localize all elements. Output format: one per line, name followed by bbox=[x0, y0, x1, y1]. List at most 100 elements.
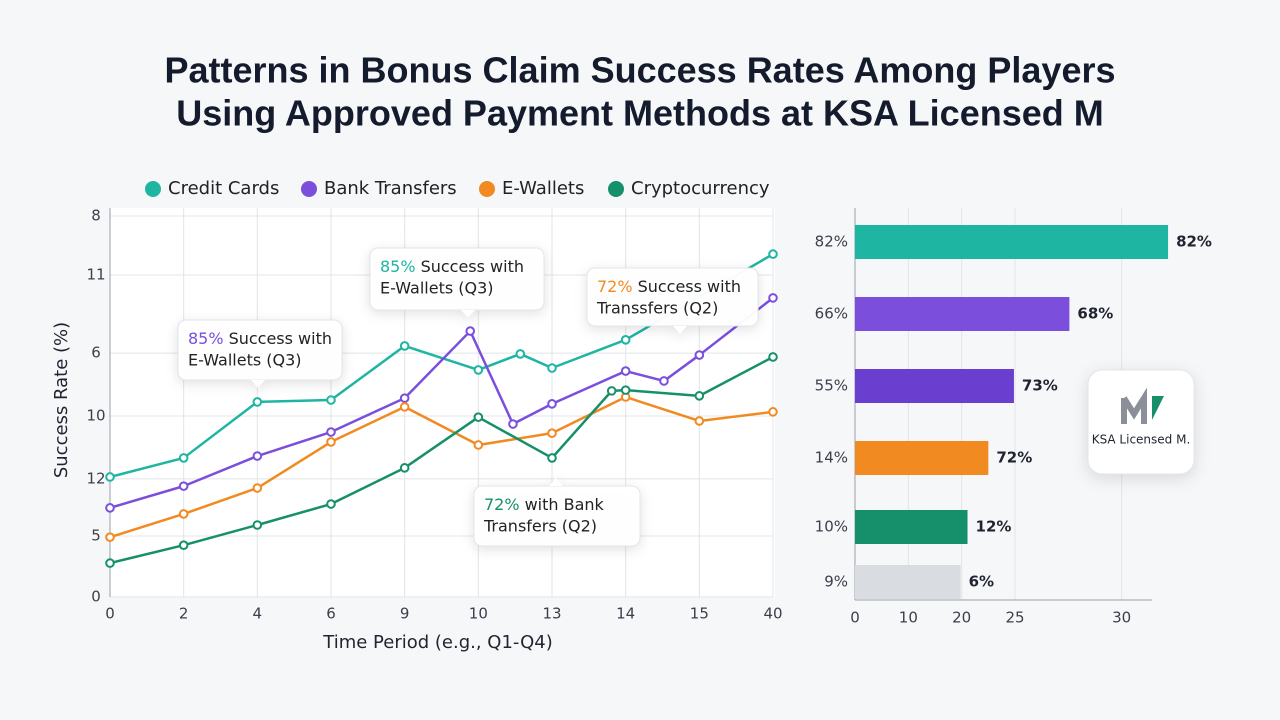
title-line: Using Approved Payment Methods at KSA Li… bbox=[176, 93, 1103, 134]
x-tick-label: 4 bbox=[253, 605, 263, 623]
data-point bbox=[547, 453, 557, 463]
data-point bbox=[178, 453, 189, 463]
bar-end-label: 6% bbox=[969, 573, 994, 591]
bar-end-label: 82% bbox=[1176, 233, 1212, 251]
annotation: 72% with Bank Transfers (Q2) bbox=[473, 478, 641, 547]
x-tick-label: 25 bbox=[1005, 609, 1024, 627]
annotation-line: Success with bbox=[638, 277, 741, 296]
x-tick-label: 13 bbox=[542, 605, 561, 623]
annotation-highlight: 85% bbox=[188, 329, 224, 348]
series-line bbox=[109, 253, 774, 479]
legend-marker bbox=[479, 181, 495, 197]
annotation-highlight: 72% bbox=[597, 277, 633, 296]
series-line bbox=[109, 296, 774, 510]
legend-label: E-Wallets bbox=[502, 178, 584, 199]
badge-text: KSA Licensed M. bbox=[1092, 433, 1191, 447]
annotation: 85% Success with E-Wallets (Q3) bbox=[177, 319, 343, 388]
bar bbox=[855, 510, 968, 544]
data-point bbox=[620, 366, 631, 376]
series-line bbox=[109, 395, 774, 539]
data-point bbox=[659, 376, 669, 386]
data-point bbox=[768, 293, 778, 303]
data-point bbox=[547, 399, 557, 409]
legend-label: Cryptocurrency bbox=[631, 178, 770, 199]
y-tick-label: 6 bbox=[91, 344, 101, 362]
annotation-line: E-Wallets (Q3) bbox=[188, 351, 302, 370]
y-tick-label: 10% bbox=[815, 518, 848, 536]
bar bbox=[855, 369, 1014, 403]
data-point bbox=[399, 463, 410, 473]
data-point bbox=[694, 416, 705, 426]
annotation-pointer bbox=[461, 310, 475, 318]
y-tick-label: 10 bbox=[86, 407, 105, 425]
y-tick-label: 66% bbox=[815, 305, 848, 323]
data-point bbox=[515, 349, 526, 359]
x-tick-label: 0 bbox=[105, 605, 115, 623]
data-point bbox=[473, 440, 484, 450]
data-point bbox=[694, 391, 705, 401]
data-point bbox=[399, 341, 410, 351]
data-point bbox=[768, 352, 778, 362]
y-tick-label: 82% bbox=[815, 233, 848, 251]
x-tick-label: 14 bbox=[616, 605, 635, 623]
annotation-highlight: 85% bbox=[380, 257, 416, 276]
data-point bbox=[105, 558, 115, 568]
legend-label: Credit Cards bbox=[168, 178, 279, 199]
data-point bbox=[178, 509, 189, 519]
data-point bbox=[326, 437, 336, 447]
annotation-line: with Bank bbox=[525, 495, 605, 514]
badge-logo-accent bbox=[1152, 396, 1164, 420]
y-tick-label: 55% bbox=[815, 377, 848, 395]
bar bbox=[855, 441, 989, 475]
legend-marker bbox=[608, 181, 624, 197]
legend-label: Bank Transfers bbox=[324, 178, 457, 199]
data-point bbox=[606, 386, 617, 396]
annotation-line: E-Wallets (Q3) bbox=[380, 279, 494, 298]
annotation-text: 72% with Bank bbox=[484, 495, 605, 514]
data-point bbox=[399, 402, 410, 412]
annotation-pointer bbox=[673, 326, 687, 334]
data-point bbox=[547, 363, 557, 373]
annotation-pointer bbox=[549, 478, 563, 486]
data-point bbox=[620, 385, 631, 395]
data-point bbox=[105, 472, 115, 482]
data-point bbox=[326, 499, 336, 509]
data-point bbox=[178, 540, 189, 550]
x-tick-label: 40 bbox=[763, 605, 782, 623]
data-point bbox=[252, 483, 263, 493]
bar-end-label: 73% bbox=[1022, 377, 1058, 395]
annotation-line: Success with bbox=[229, 329, 332, 348]
annotation-highlight: 72% bbox=[484, 495, 520, 514]
bar bbox=[855, 225, 1169, 259]
bar-end-label: 68% bbox=[1077, 305, 1113, 323]
badge-logo bbox=[1121, 387, 1147, 424]
data-point bbox=[547, 428, 557, 438]
legend-marker bbox=[301, 181, 317, 197]
annotation-line: Success with bbox=[421, 257, 524, 276]
data-point bbox=[252, 520, 263, 530]
x-tick-label: 0 bbox=[850, 609, 860, 627]
annotation-line: Transsfers (Q2) bbox=[596, 299, 718, 318]
bar-end-label: 12% bbox=[976, 518, 1012, 536]
annotation-box bbox=[586, 267, 759, 327]
x-tick-label: 10 bbox=[899, 609, 918, 627]
annotation: 85% Success with E-Wallets (Q3) bbox=[369, 247, 545, 318]
data-point bbox=[465, 326, 476, 336]
x-tick-label: 10 bbox=[469, 605, 488, 623]
annotation-text: 72% Success with bbox=[597, 277, 741, 296]
title-line: Patterns in Bonus Claim Success Rates Am… bbox=[165, 50, 1116, 91]
data-point bbox=[178, 481, 189, 491]
x-tick-label: 20 bbox=[952, 609, 971, 627]
y-tick-label: 12 bbox=[86, 469, 105, 487]
data-point bbox=[768, 249, 778, 259]
bar bbox=[855, 565, 961, 599]
badge: KSA Licensed M. bbox=[1087, 369, 1195, 475]
y-tick-label: 11 bbox=[86, 266, 105, 284]
annotation-line: Transfers (Q2) bbox=[483, 517, 597, 536]
x-axis-label: Time Period (e.g., Q1-Q4) bbox=[322, 632, 552, 653]
y-tick-label: 5 bbox=[91, 527, 101, 545]
legend-marker bbox=[145, 181, 161, 197]
data-point bbox=[694, 350, 705, 360]
annotation-pointer bbox=[251, 380, 265, 388]
y-axis-label: Success Rate (%) bbox=[51, 322, 72, 478]
